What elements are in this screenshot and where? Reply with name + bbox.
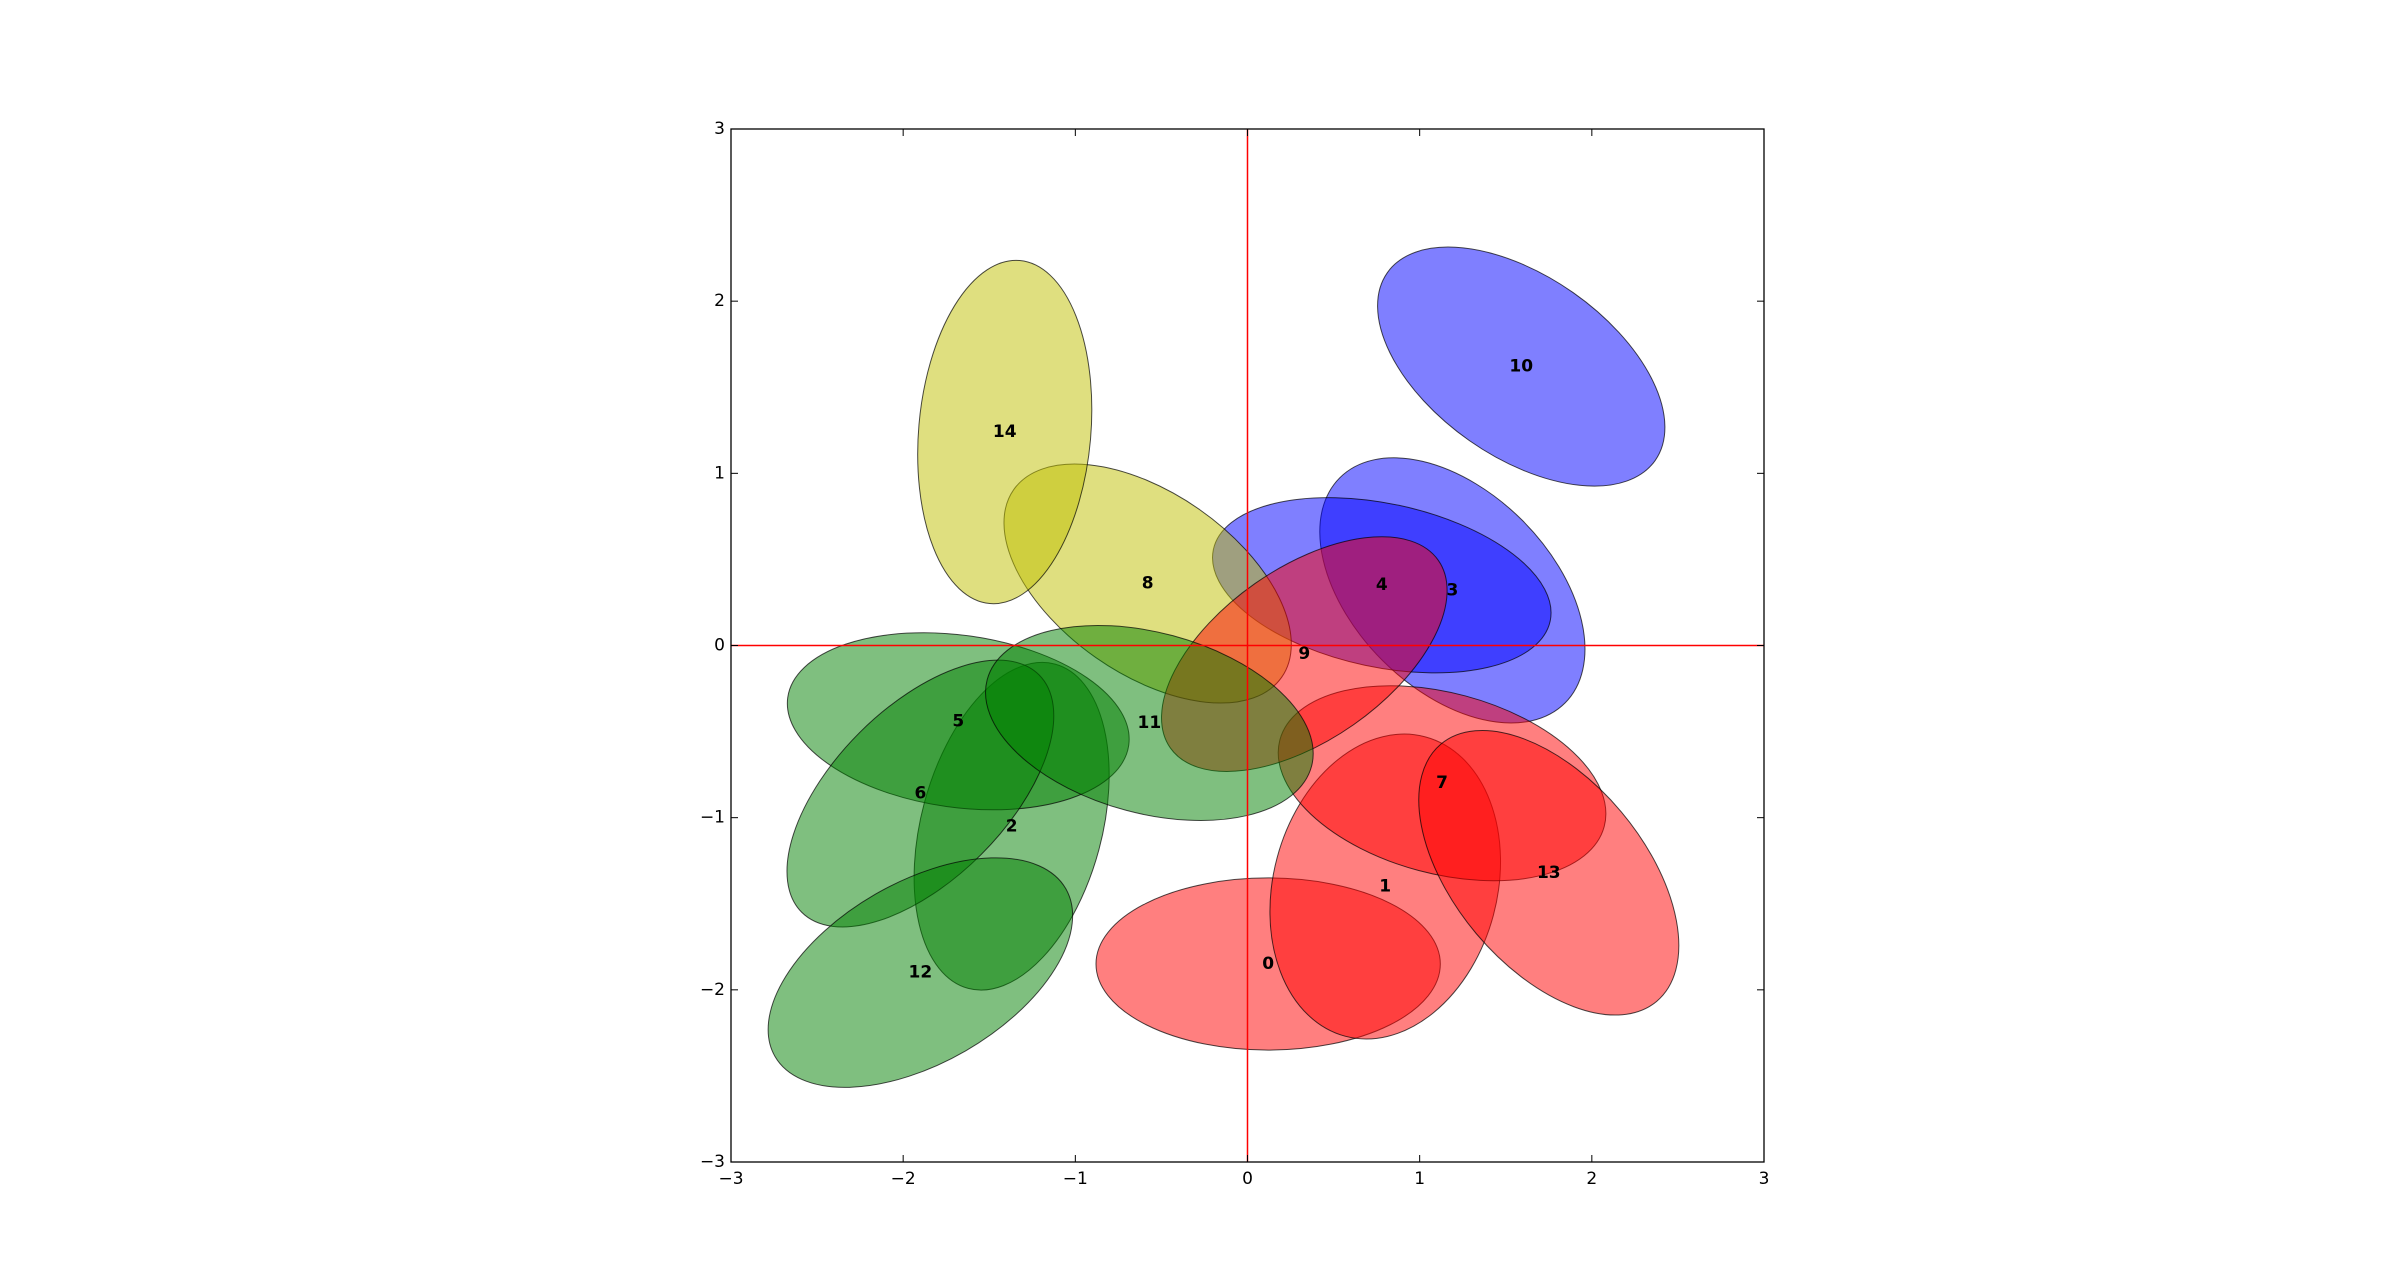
ellipse-12 [767, 857, 1074, 1088]
x-tick-label: 0 [1242, 1169, 1253, 1189]
x-tick-label: 1 [1414, 1169, 1425, 1189]
y-tick-label: 1 [714, 463, 725, 483]
ellipse-label-4: 4 [1376, 575, 1388, 595]
ellipse-10 [1377, 246, 1666, 487]
x-tick-label: −1 [1063, 1169, 1088, 1189]
y-tick-label: −2 [700, 980, 725, 1000]
ellipse-layer [767, 246, 1680, 1088]
y-tick-label: 0 [714, 636, 725, 656]
y-tick-label: −3 [700, 1152, 725, 1172]
ellipse-14 [917, 259, 1093, 605]
y-tick-label: 2 [714, 291, 725, 311]
x-tick-label: −3 [718, 1169, 743, 1189]
x-tick-label: 2 [1586, 1169, 1597, 1189]
ellipse-11 [985, 624, 1314, 821]
ellipse-label-2: 2 [1006, 816, 1018, 836]
ellipse-label-12: 12 [909, 963, 933, 983]
y-tick-label: 3 [714, 119, 725, 139]
x-tick-label: 3 [1759, 1169, 1770, 1189]
ellipse-label-0: 0 [1262, 954, 1274, 974]
ellipse-label-10: 10 [1509, 357, 1533, 377]
ellipse-label-6: 6 [914, 784, 926, 804]
ellipse-13 [1418, 729, 1680, 1016]
ellipse-label-9: 9 [1298, 644, 1310, 664]
ellipse-label-14: 14 [993, 422, 1017, 442]
x-tick-label: −2 [891, 1169, 916, 1189]
ellipse-label-8: 8 [1142, 574, 1154, 594]
y-tick-label: −1 [700, 808, 725, 828]
ellipse-label-11: 11 [1138, 713, 1162, 733]
reference-lines [731, 129, 1764, 1162]
ellipse-label-3: 3 [1446, 580, 1458, 600]
ellipse-label-5: 5 [952, 711, 964, 731]
ellipse-label-7: 7 [1436, 773, 1448, 793]
ellipse-label-13: 13 [1537, 863, 1561, 883]
ellipse-label-1: 1 [1379, 877, 1391, 897]
